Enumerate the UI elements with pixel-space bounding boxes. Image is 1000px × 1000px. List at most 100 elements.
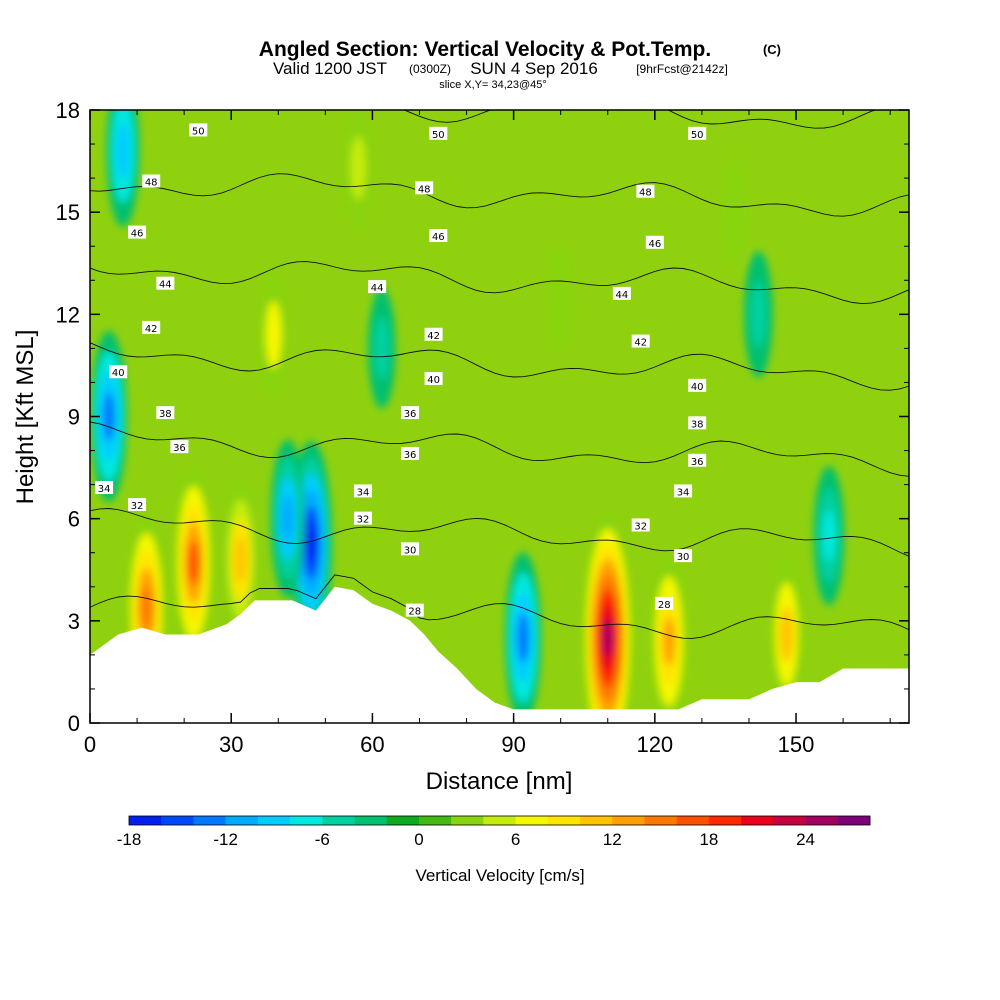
theta-label-box <box>612 286 631 300</box>
velocity-contour-band <box>116 122 130 179</box>
theta-label: 46 <box>128 225 147 240</box>
slice-info: slice X,Y= 34,23@45° <box>439 79 547 91</box>
theta-label-box <box>674 484 693 498</box>
colorbar-swatch <box>741 816 774 825</box>
colorbar-tick-label: -12 <box>213 830 238 849</box>
theta-label-text: 34 <box>357 487 370 498</box>
colorbar-swatch <box>225 816 259 825</box>
theta-contour-line <box>90 261 909 305</box>
theta-label-text: 50 <box>691 130 704 141</box>
colorbar-tick-label: -18 <box>117 830 142 849</box>
colorbar-swatch <box>161 816 194 825</box>
theta-label-text: 42 <box>145 324 158 335</box>
theta-label-text: 48 <box>145 178 158 189</box>
theta-label-box <box>189 123 208 137</box>
theta-label: 34 <box>95 481 114 495</box>
colorbar-tick-label: -6 <box>315 830 330 849</box>
theta-label-box <box>631 334 650 348</box>
y-tick-label: 12 <box>56 302 80 327</box>
theta-label: 28 <box>405 603 424 618</box>
colorbar-frame <box>128 815 871 826</box>
colorbar-swatch <box>129 816 162 825</box>
theta-label-box <box>655 596 674 610</box>
x-tick-label: 0 <box>84 732 96 757</box>
velocity-feature <box>106 110 140 227</box>
theta-label-text: 38 <box>691 419 704 430</box>
velocity-feature <box>548 243 574 351</box>
x-tick-label: 60 <box>360 732 384 757</box>
theta-label-box <box>156 276 175 290</box>
velocity-contour-band <box>141 585 152 629</box>
colorbar-label: Vertical Velocity [cm/s] <box>415 866 584 885</box>
theta-label-text: 32 <box>357 515 370 526</box>
theta-label-box <box>368 280 387 294</box>
theta-label: 44 <box>612 286 631 301</box>
colorbar-swatch <box>515 816 549 825</box>
theta-label-box <box>128 225 147 239</box>
velocity-feature <box>173 467 214 659</box>
colorbar <box>128 815 871 826</box>
colorbar-ticks: -18 -12 -6 0 6 12 18 24 <box>117 830 815 849</box>
theta-label-box <box>688 378 707 392</box>
theta-label-text: 46 <box>131 229 144 240</box>
valid-time: Valid 1200 JST <box>273 59 387 78</box>
colorbar-tick-label: 12 <box>603 830 622 849</box>
velocity-contour-band <box>281 495 294 542</box>
colorbar-swatch <box>451 816 484 825</box>
theta-label: 42 <box>424 327 443 342</box>
theta-label: 34 <box>674 484 693 498</box>
colorbar-swatch <box>386 816 420 825</box>
chart-title-mark: (C) <box>763 42 781 57</box>
velocity-contour-band <box>602 618 613 657</box>
terrain-mask <box>90 586 909 723</box>
theta-label-text: 36 <box>173 443 186 454</box>
theta-label-box <box>405 603 424 617</box>
velocity-contour-band <box>722 158 748 266</box>
theta-label-text: 30 <box>404 545 417 556</box>
colorbar-swatch <box>322 816 355 825</box>
velocity-contour-band <box>822 509 836 562</box>
theta-label-text: 44 <box>159 280 172 291</box>
theta-label-text: 38 <box>159 409 172 420</box>
theta-label-box <box>688 126 707 140</box>
theta-label-box <box>401 446 420 460</box>
theta-label: 50 <box>429 126 448 141</box>
theta-label-box <box>354 484 372 498</box>
velocity-contour-band <box>779 606 794 663</box>
theta-label-box <box>109 365 128 379</box>
theta-label-text: 28 <box>408 607 421 618</box>
colorbar-tick-label: 18 <box>699 830 718 849</box>
theta-label: 48 <box>636 184 655 199</box>
theta-label-text: 42 <box>427 331 440 342</box>
theta-label-box <box>142 174 161 188</box>
x-tick-label: 90 <box>501 732 525 757</box>
theta-label-box <box>645 235 664 249</box>
theta-label: 42 <box>142 320 161 335</box>
theta-label-text: 32 <box>634 521 647 532</box>
theta-label-text: 34 <box>677 487 690 498</box>
velocity-contour-band <box>187 540 200 586</box>
theta-contour-line <box>90 0 909 41</box>
theta-label-box <box>354 511 372 525</box>
y-axis-title: Height [Kft MSL] <box>12 330 39 505</box>
theta-contour-line <box>403 110 877 129</box>
theta-label-text: 46 <box>648 239 661 250</box>
colorbar-swatch <box>837 816 871 825</box>
y-tick-label: 18 <box>56 98 80 123</box>
velocity-contour-band <box>234 536 247 583</box>
velocity-feature <box>813 466 845 606</box>
velocity-contour-band <box>516 613 530 663</box>
velocity-contour-band <box>265 301 282 369</box>
theta-contour-line <box>90 421 909 477</box>
velocity-contour-band <box>750 280 767 348</box>
theta-label-text: 40 <box>427 375 440 386</box>
velocity-feature <box>368 288 396 409</box>
theta-label: 48 <box>142 174 161 189</box>
theta-label-text: 48 <box>418 184 431 195</box>
theta-label-box <box>401 406 420 420</box>
x-tick-label: 150 <box>778 732 815 757</box>
theta-label: 28 <box>655 596 674 611</box>
theta-label-box <box>415 181 434 195</box>
